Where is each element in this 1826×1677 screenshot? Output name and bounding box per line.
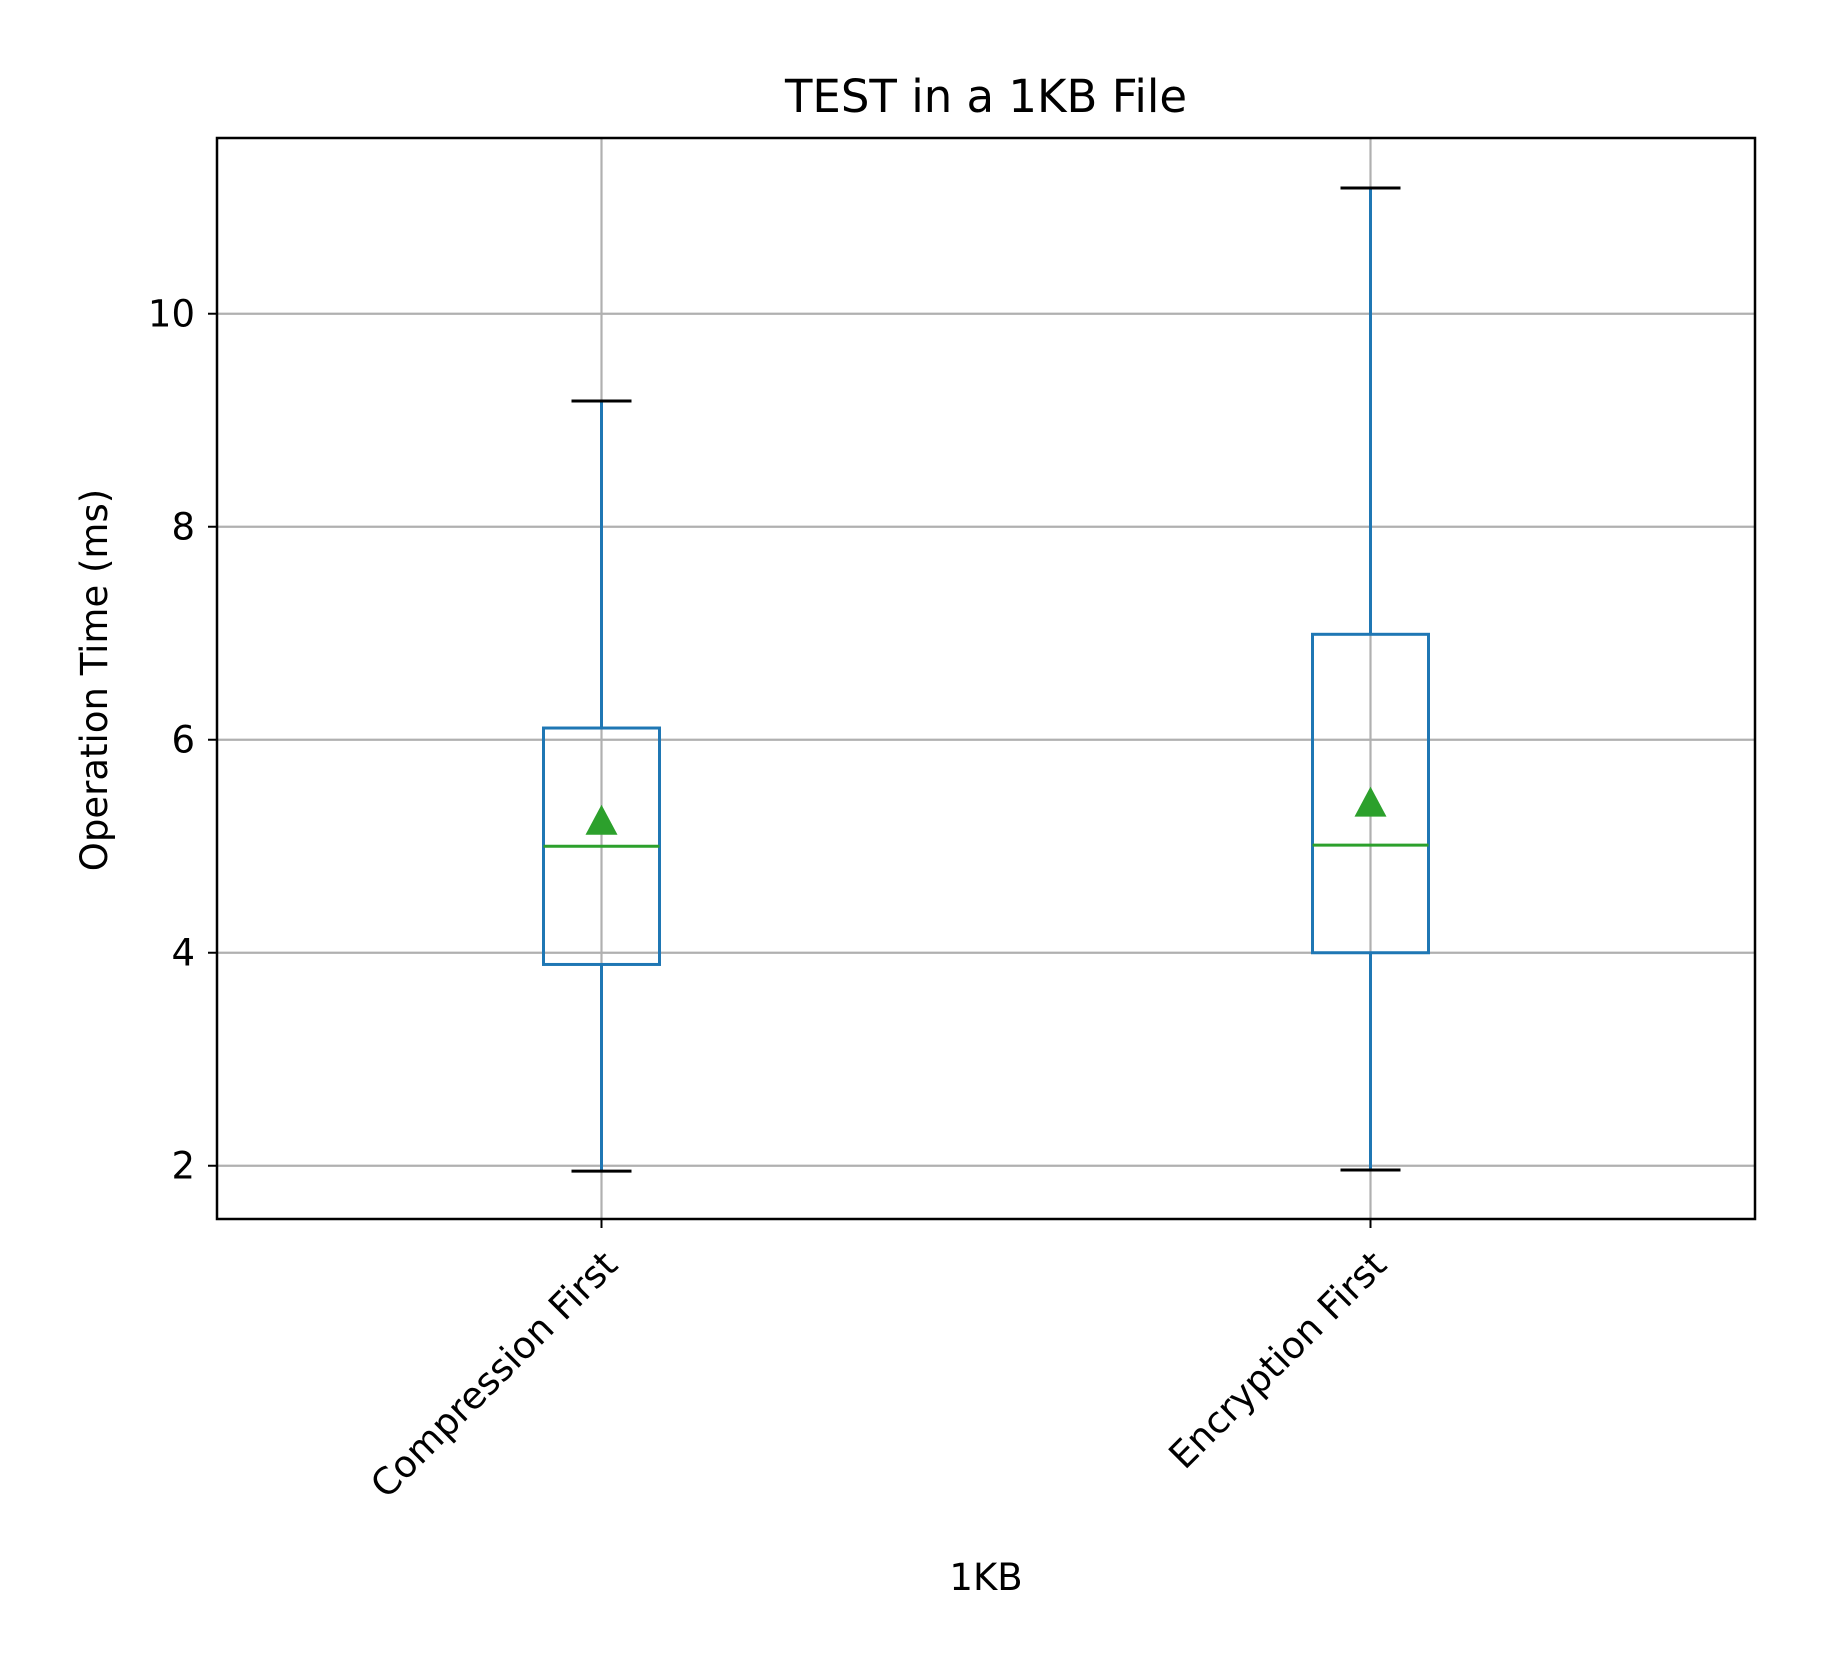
mean-marker [1354, 786, 1387, 817]
chart-title: TEST in a 1KB File [784, 70, 1187, 123]
x-axis-label: 1KB [949, 1556, 1022, 1599]
mean-marker [585, 804, 618, 835]
box-group [1311, 186, 1430, 1172]
y-tick-label: 8 [171, 506, 195, 549]
y-axis-label: Operation Time (ms) [73, 489, 116, 871]
box-series [542, 186, 1430, 1173]
y-tick-label: 2 [171, 1145, 195, 1188]
plot-area-frame [215, 136, 1757, 1221]
y-tick-label: 10 [148, 293, 195, 336]
y-tick-label: 4 [171, 932, 195, 975]
y-tick-label: 6 [171, 719, 195, 762]
box-group [542, 399, 661, 1173]
iqr-box [1311, 632, 1430, 955]
